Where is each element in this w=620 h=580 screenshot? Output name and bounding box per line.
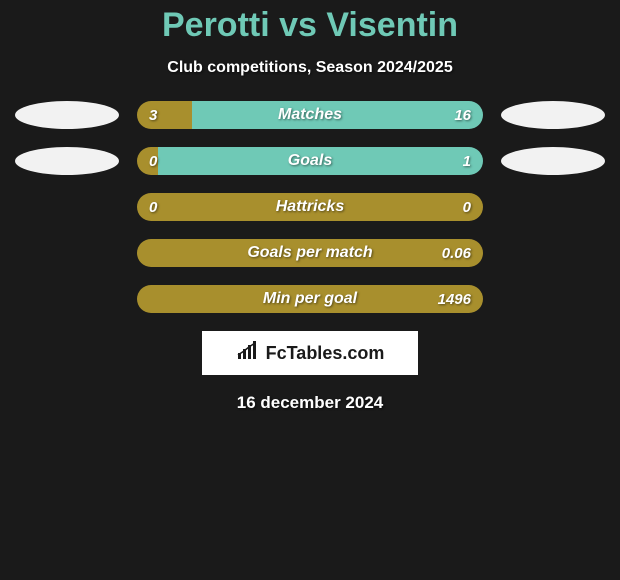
stat-row: 0Goals1 — [0, 147, 620, 175]
player-badge-right — [501, 147, 605, 175]
stat-bar: Min per goal1496 — [137, 285, 483, 313]
stat-value-right: 1 — [451, 147, 483, 175]
subtitle: Club competitions, Season 2024/2025 — [0, 47, 620, 101]
stat-value-right: 0 — [451, 193, 483, 221]
stat-row: 3Matches16 — [0, 101, 620, 129]
stat-label: Hattricks — [137, 193, 483, 221]
stat-row: 0Hattricks0 — [0, 193, 620, 221]
stat-row: Min per goal1496 — [0, 285, 620, 313]
player-badge-right — [501, 101, 605, 129]
player-badge-left — [15, 101, 119, 129]
stat-bar: 3Matches16 — [137, 101, 483, 129]
brand-logo-text: FcTables.com — [266, 343, 385, 364]
brand-logo-box: FcTables.com — [202, 331, 418, 375]
stat-label: Goals — [137, 147, 483, 175]
stat-bar: 0Goals1 — [137, 147, 483, 175]
stat-rows-container: 3Matches160Goals10Hattricks0Goals per ma… — [0, 101, 620, 313]
stat-value-right: 1496 — [426, 285, 483, 313]
stat-row: Goals per match0.06 — [0, 239, 620, 267]
stat-label: Matches — [137, 101, 483, 129]
chart-icon — [236, 341, 260, 366]
stat-bar: 0Hattricks0 — [137, 193, 483, 221]
stat-bar: Goals per match0.06 — [137, 239, 483, 267]
stat-value-right: 16 — [442, 101, 483, 129]
date-text: 16 december 2024 — [0, 375, 620, 413]
player-badge-left — [15, 147, 119, 175]
page-title: Perotti vs Visentin — [0, 0, 620, 47]
comparison-infographic: Perotti vs Visentin Club competitions, S… — [0, 0, 620, 580]
stat-value-right: 0.06 — [430, 239, 483, 267]
